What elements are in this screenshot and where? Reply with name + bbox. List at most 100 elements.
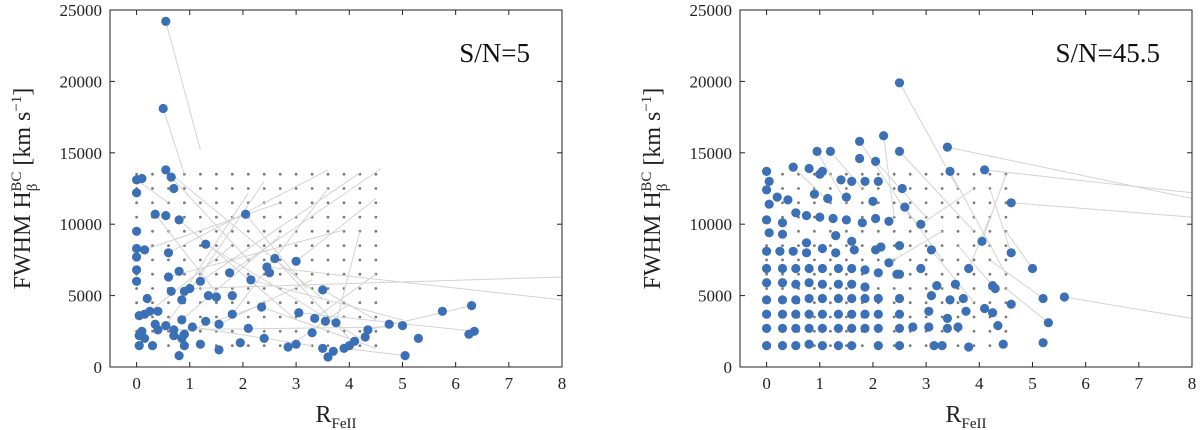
grid-dot [908,201,912,205]
data-point [817,243,828,254]
grid-dot [845,301,848,305]
grid-dot [908,172,912,176]
data-point [817,341,828,351]
data-point [1043,318,1053,328]
data-point [762,166,772,176]
grid-dot [781,287,784,290]
grid-dot [813,201,816,205]
data-point [318,285,328,295]
data-point [225,268,235,278]
grid-dot [908,301,912,305]
y-tick-label: 0 [94,358,103,377]
grid-dot [845,329,848,333]
data-point [873,323,883,333]
data-point [942,142,953,152]
grid-dot [813,244,816,248]
data-point [817,166,828,176]
grid-dot [892,287,896,290]
grid-dot [230,301,234,305]
grid-dot [813,315,816,319]
grid-dot [845,229,848,233]
data-point [942,313,953,323]
link-line [343,347,406,357]
data-point [762,246,772,256]
grid-dot [342,201,346,205]
link-line [920,188,975,225]
data-point [762,263,772,274]
grid-dot [813,287,816,290]
grid-dot [924,172,928,176]
data-point [174,215,184,225]
data-point [360,332,370,342]
grid-dot [326,244,330,248]
grid-dot [972,201,976,205]
grid-dot [924,187,928,190]
data-point [764,228,774,238]
grid-dot [797,244,800,248]
grid-dot [908,229,912,233]
y-tick-label: 25000 [690,1,733,20]
grid-dot [829,258,832,262]
grid-dot [797,201,800,205]
data-point [817,323,828,333]
data-point [847,341,857,351]
link-line [1064,296,1192,319]
data-point [804,339,814,349]
grid-dot [908,344,912,347]
data-point [762,215,772,225]
data-point [307,328,317,338]
grid-dot [151,301,154,305]
grid-dot [326,229,330,233]
grid-dot [972,287,976,290]
data-point [762,295,772,305]
data-point [847,176,857,186]
data-point [801,238,812,248]
link-line [144,202,281,251]
data-point [132,265,142,275]
link-line [947,146,1192,199]
grid-dot [908,258,912,262]
data-point [812,146,822,156]
data-point [163,272,174,282]
grid-dot [924,201,928,205]
grid-dot [924,272,928,276]
grid-dot [278,229,282,233]
data-point [762,278,772,288]
data-point [873,176,883,186]
data-point [147,341,158,351]
data-point [294,308,304,318]
data-point [1006,198,1016,208]
grid-dot [151,229,154,233]
grid-dot [262,258,266,262]
data-point [783,195,793,205]
grid-dot [246,344,250,347]
grid-dot [342,187,346,190]
grid-dot [358,329,362,333]
data-point [833,341,844,351]
grid-dot [199,329,202,333]
data-point [235,338,245,348]
grid-dot [151,187,154,190]
data-point [169,183,179,194]
data-point [762,185,772,195]
grid-dot [278,272,282,276]
grid-dot [215,215,218,219]
y-tick-label: 5000 [698,287,732,306]
grid-dot [215,187,218,190]
grid-dot [278,301,282,305]
grid-dot [845,187,848,190]
data-point [140,245,150,255]
data-point [400,351,410,361]
link-line [322,289,377,321]
data-point [961,306,971,316]
grid-dot [374,315,378,319]
link-line [314,273,377,319]
grid-dot [829,272,832,276]
grid-dot [797,272,800,276]
grid-dot [230,344,234,347]
data-point [847,279,857,289]
grid-dot [135,287,139,290]
grid-dot [1004,329,1008,333]
data-point [937,341,947,351]
plot-area [132,16,562,362]
